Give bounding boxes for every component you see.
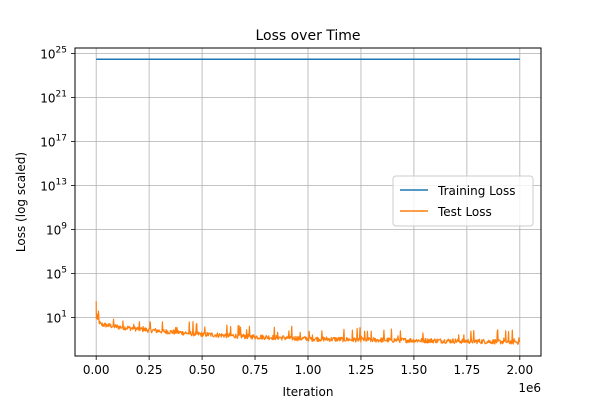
x-tick-label: 0.75: [242, 363, 269, 377]
y-tick-label: 101: [46, 310, 67, 326]
x-tick-label: 1.75: [454, 363, 481, 377]
x-tick-label: 0.00: [83, 363, 110, 377]
chart-title: Loss over Time: [255, 28, 360, 44]
y-tick-label: 105: [46, 266, 67, 282]
x-tick-label: 0.25: [136, 363, 163, 377]
legend: Training Loss Test Loss: [392, 175, 534, 227]
y-tick-label: 109: [46, 222, 67, 238]
series-line-test-loss: [95, 301, 521, 345]
x-tick-label: 1.00: [295, 363, 322, 377]
legend-label-test-loss: Test Loss: [437, 205, 492, 219]
x-tick-label: 2.00: [506, 363, 533, 377]
series-layer: [95, 58, 521, 345]
x-axis-label: Iteration: [283, 385, 334, 399]
y-tick-label: 1025: [40, 46, 67, 62]
x-tick-label: 0.50: [189, 363, 216, 377]
x-tick-label: 1.25: [348, 363, 375, 377]
legend-box: [392, 175, 534, 227]
ticks: 0.00 0.25 0.50 0.75 1.00 1.25 1.50 1.75 2.00 101 1…: [40, 46, 533, 378]
grid: [75, 48, 541, 356]
y-axis-label: Loss (log scaled): [14, 152, 28, 252]
legend-label-training-loss: Training Loss: [437, 184, 515, 198]
y-tick-label: 1013: [40, 178, 67, 194]
x-axis-offset-label: 1e6: [518, 381, 541, 395]
y-tick-label: 1021: [40, 90, 67, 106]
x-tick-label: 1.50: [401, 363, 428, 377]
y-tick-label: 1017: [40, 134, 67, 150]
